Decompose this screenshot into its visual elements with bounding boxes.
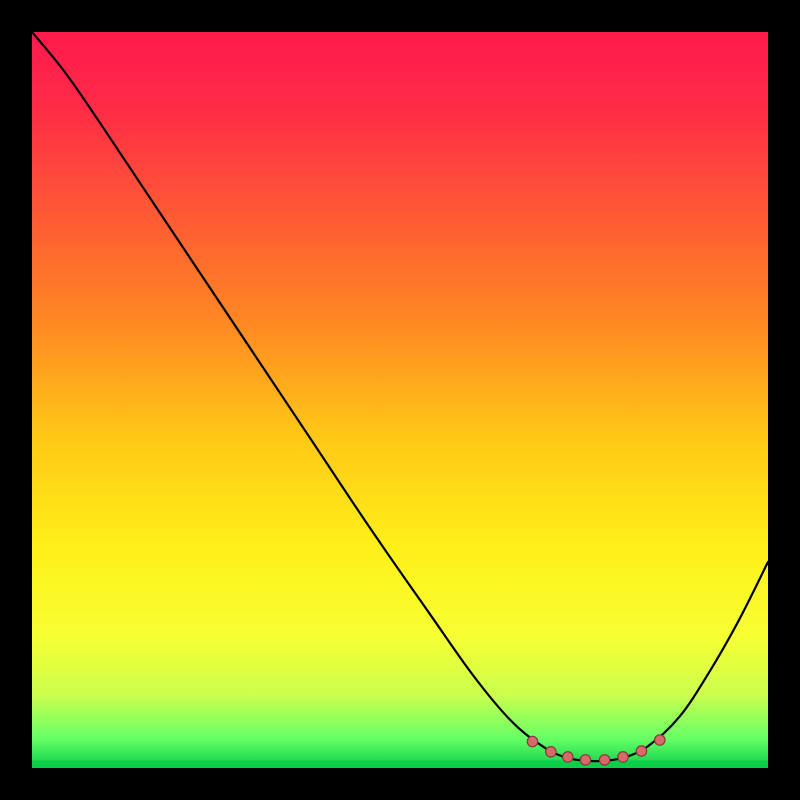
chart-background-gradient (32, 32, 768, 768)
chart-marker (655, 735, 665, 745)
chart-marker (527, 736, 537, 746)
chart-marker (599, 755, 609, 765)
chart-bottom-band (32, 761, 768, 768)
chart-container: TheBottlenecker.com (0, 0, 800, 800)
chart-marker (563, 752, 573, 762)
chart-marker (618, 752, 628, 762)
chart-marker (636, 746, 646, 756)
chart-marker (580, 755, 590, 765)
chart-marker (546, 747, 556, 757)
chart-svg (0, 0, 800, 800)
